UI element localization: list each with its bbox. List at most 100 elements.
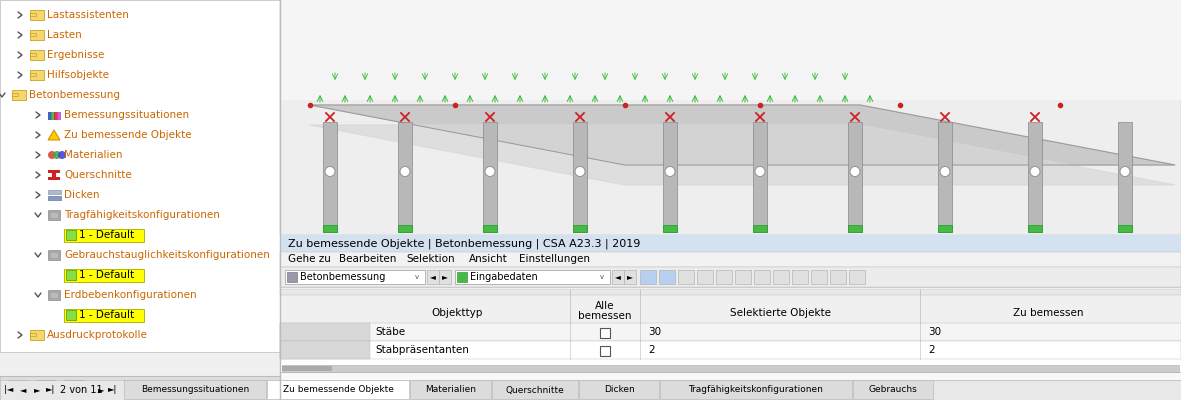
Bar: [30, 330, 44, 340]
Bar: [287, 272, 296, 282]
Bar: [282, 365, 1179, 372]
Bar: [54, 112, 58, 120]
Text: 1 - Default: 1 - Default: [79, 230, 135, 240]
Bar: [753, 122, 766, 232]
Text: Stäbe: Stäbe: [376, 327, 405, 337]
Text: Dicken: Dicken: [603, 386, 634, 394]
Bar: [938, 122, 952, 232]
Text: Bearbeiten: Bearbeiten: [339, 254, 396, 264]
Polygon shape: [309, 125, 1175, 185]
Bar: [280, 341, 370, 359]
Bar: [12, 90, 26, 100]
Bar: [64, 229, 144, 242]
Bar: [600, 346, 611, 356]
Bar: [51, 112, 56, 120]
Text: Gebrauchs: Gebrauchs: [868, 386, 918, 394]
Text: 1 - Default: 1 - Default: [79, 270, 135, 280]
Bar: [280, 252, 1181, 267]
Bar: [280, 235, 1181, 380]
Bar: [48, 250, 60, 260]
Bar: [280, 341, 1181, 359]
Bar: [66, 270, 76, 280]
Text: Materialien: Materialien: [64, 150, 123, 160]
Bar: [483, 225, 497, 232]
Bar: [411, 380, 490, 399]
Bar: [573, 225, 587, 232]
Bar: [280, 289, 1181, 323]
Polygon shape: [48, 130, 60, 140]
Text: ◄: ◄: [20, 386, 26, 394]
Bar: [398, 225, 412, 232]
Text: Eingabedaten: Eingabedaten: [470, 272, 537, 282]
Text: ►|: ►|: [46, 386, 56, 394]
Bar: [716, 270, 732, 284]
Text: Tragfähigkeitskonfigurationen: Tragfähigkeitskonfigurationen: [689, 386, 823, 394]
Bar: [938, 225, 952, 232]
Text: Gehe zu: Gehe zu: [288, 254, 331, 264]
Bar: [0, 0, 280, 352]
Text: Zu bemessen: Zu bemessen: [1013, 308, 1084, 318]
Text: 30: 30: [648, 327, 661, 337]
Bar: [624, 270, 637, 284]
Bar: [640, 270, 655, 284]
Text: Dicken: Dicken: [64, 190, 99, 200]
Bar: [792, 270, 808, 284]
Bar: [579, 380, 659, 399]
Bar: [66, 310, 76, 320]
Text: Selektierte Objekte: Selektierte Objekte: [730, 308, 830, 318]
Bar: [280, 287, 1181, 372]
Text: Ergebnisse: Ergebnisse: [47, 50, 104, 60]
Bar: [322, 122, 337, 232]
Bar: [811, 270, 827, 284]
Bar: [774, 270, 789, 284]
Bar: [66, 230, 76, 240]
Bar: [0, 376, 280, 400]
Text: Zu bemessende Objekte | Betonbemessung | CSA A23.3 | 2019: Zu bemessende Objekte | Betonbemessung |…: [288, 238, 640, 249]
Polygon shape: [309, 105, 1175, 165]
Bar: [57, 112, 61, 120]
Bar: [30, 53, 35, 56]
Bar: [64, 380, 84, 396]
Bar: [848, 122, 862, 232]
Bar: [280, 0, 1181, 100]
Bar: [491, 380, 578, 399]
Text: Zu bemessende Objekte: Zu bemessende Objekte: [283, 386, 393, 394]
Circle shape: [400, 166, 410, 176]
Circle shape: [325, 166, 335, 176]
Circle shape: [48, 151, 56, 159]
Bar: [267, 380, 410, 399]
Text: |◄: |◄: [5, 386, 14, 394]
Bar: [573, 122, 587, 232]
Text: Querschnitte: Querschnitte: [505, 386, 565, 394]
Bar: [282, 366, 332, 371]
Circle shape: [485, 166, 495, 176]
Text: Alle: Alle: [595, 301, 615, 311]
Bar: [280, 0, 1181, 235]
Bar: [849, 270, 864, 284]
Bar: [48, 210, 60, 220]
Text: Bemessungssituationen: Bemessungssituationen: [141, 386, 249, 394]
Bar: [30, 10, 44, 20]
Text: 1 - Default: 1 - Default: [79, 310, 135, 320]
Text: Ausdruckprotokolle: Ausdruckprotokolle: [47, 330, 148, 340]
Text: ►: ►: [627, 272, 633, 282]
Text: ►: ►: [98, 386, 104, 394]
Bar: [1118, 225, 1133, 232]
Bar: [1027, 225, 1042, 232]
Text: ►: ►: [442, 272, 448, 282]
Bar: [735, 270, 751, 284]
Text: ►: ►: [34, 386, 40, 394]
Text: Querschnitte: Querschnitte: [64, 170, 132, 180]
Bar: [64, 269, 144, 282]
Bar: [280, 323, 1181, 341]
Bar: [455, 270, 611, 284]
Bar: [439, 270, 451, 284]
Bar: [30, 73, 35, 76]
Bar: [30, 13, 35, 16]
Bar: [697, 270, 713, 284]
Text: Erdbebenkonfigurationen: Erdbebenkonfigurationen: [64, 290, 196, 300]
Circle shape: [850, 166, 860, 176]
Bar: [50, 212, 58, 218]
Bar: [753, 225, 766, 232]
Text: 2 von 11: 2 von 11: [60, 385, 103, 395]
